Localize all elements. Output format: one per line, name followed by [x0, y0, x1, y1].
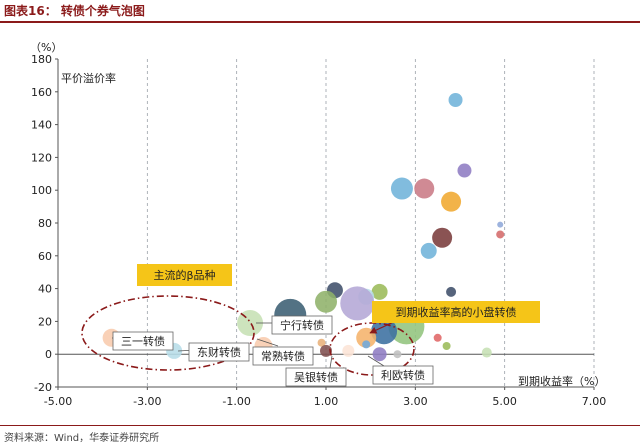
- title-rule: [0, 21, 640, 23]
- bubble-point: [457, 163, 472, 178]
- bubble-point: [441, 191, 462, 212]
- y-tick-label: 80: [38, 217, 52, 230]
- bubble-point: [481, 347, 492, 358]
- bubble-point: [393, 350, 402, 359]
- bubble-point: [340, 286, 375, 321]
- callout-box: [285, 367, 347, 387]
- bubble-point: [390, 177, 413, 200]
- x-tick-label: 7.00: [582, 395, 607, 408]
- bubble-point: [320, 344, 332, 357]
- bond-callout-label: 东财转债: [197, 345, 241, 359]
- bubble-point: [414, 178, 435, 199]
- y-axis-unit: （%）: [30, 41, 62, 54]
- bubble-point: [432, 227, 453, 248]
- y-tick-label: 0: [45, 348, 52, 361]
- x-tick-label: 1.00: [314, 395, 339, 408]
- y-tick-label: 160: [31, 86, 52, 99]
- callout-box: [271, 315, 333, 335]
- source-rule: [0, 425, 640, 426]
- figure-title: 图表16： 转债个券气泡图: [4, 4, 145, 18]
- bubble-point: [448, 93, 463, 107]
- callout-box: [252, 346, 314, 366]
- bubble-point: [371, 318, 398, 345]
- callout-box: [372, 365, 434, 385]
- y-tick-label: 180: [31, 53, 52, 66]
- tick-labels: -20 0 20 40 60 80 100 120 140 160 180 -5.00 -3.00 -1.…: [31, 53, 606, 408]
- x-axis-label: 到期收益率（%）: [518, 374, 605, 388]
- bubble-point: [420, 242, 437, 259]
- y-tick-label: 100: [31, 184, 52, 197]
- bubble-point: [315, 290, 337, 313]
- y-tick-label: 120: [31, 151, 52, 164]
- y-tick-label: 60: [38, 250, 52, 263]
- bubble-point: [317, 338, 326, 347]
- bubble-point: [496, 230, 505, 239]
- callout-leader: [367, 355, 385, 367]
- y-tick-label: 40: [38, 283, 52, 296]
- callout-box: [112, 331, 174, 351]
- annotation-shapes: [81, 264, 540, 387]
- bond-callout-label: 常熟转债: [261, 349, 305, 363]
- x-tick-label: -3.00: [133, 395, 161, 408]
- source-note: 资料来源：Wind，华泰证券研究所: [4, 433, 160, 444]
- y-tick-label: 20: [38, 315, 52, 328]
- smallcap-highlight-box: [372, 301, 540, 323]
- callout-leader: [256, 338, 279, 347]
- smallcap-annotation: 到期收益率高的小盘转债: [396, 305, 517, 319]
- bubble-point: [433, 333, 442, 342]
- beta-ellipse: [81, 295, 255, 371]
- bubble-point: [372, 347, 387, 362]
- beta-annotation: 主流的β品种: [153, 268, 215, 282]
- callout-box: [188, 342, 250, 362]
- bond-callout-label: 吴银转债: [294, 370, 338, 384]
- x-tick-label: -5.00: [44, 395, 72, 408]
- bubble-chart: -20 0 20 40 60 80 100 120 140 160 180 -5.00 -3.00 -1.…: [30, 41, 606, 408]
- x-tick-label: -1.00: [222, 395, 250, 408]
- beta-highlight-box: [137, 264, 232, 286]
- x-tick-label: 3.00: [403, 395, 428, 408]
- bond-callout-label: 三一转债: [121, 334, 165, 348]
- bubble-point: [371, 283, 388, 300]
- y-axis-label: 平价溢价率: [61, 71, 116, 85]
- y-tick-label: -20: [34, 381, 52, 394]
- bond-callout-label: 利欧转债: [381, 368, 425, 382]
- y-tick-label: 140: [31, 119, 52, 132]
- bubble-point: [342, 344, 355, 357]
- bubble-point: [446, 286, 457, 297]
- bubble-point: [362, 340, 371, 349]
- callout-leader: [329, 355, 333, 369]
- bubble-point: [497, 221, 504, 228]
- bubble-point: [442, 342, 451, 350]
- x-tick-label: 5.00: [492, 395, 517, 408]
- bubble-point: [237, 310, 264, 337]
- bond-callout-label: 宁行转债: [280, 318, 324, 332]
